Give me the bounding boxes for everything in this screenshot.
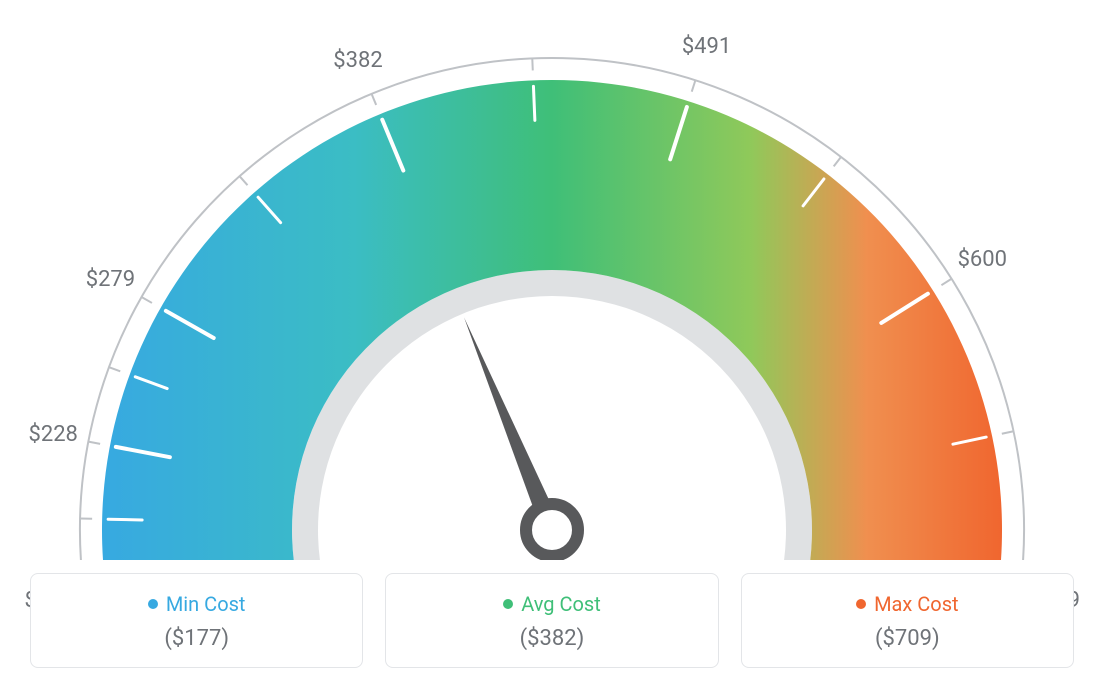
dot-max — [856, 599, 866, 609]
gauge-tick-label: $600 — [958, 247, 1007, 272]
legend-label-wrap: Max Cost — [856, 592, 959, 616]
gauge-tick-label: $279 — [86, 267, 135, 292]
gauge-tick-label: $491 — [682, 34, 731, 59]
legend-value: ($709) — [752, 626, 1063, 651]
legend-label: Min Cost — [166, 592, 246, 616]
legend-row: Min Cost ($177) Avg Cost ($382) Max Cost… — [30, 573, 1074, 668]
legend-value: ($177) — [41, 626, 352, 651]
legend-value: ($382) — [396, 626, 707, 651]
legend-label-wrap: Avg Cost — [503, 592, 601, 616]
dot-min — [148, 599, 158, 609]
dot-avg — [503, 599, 513, 609]
gauge-svg — [0, 0, 1104, 560]
legend-label: Max Cost — [874, 592, 959, 616]
legend-label-wrap: Min Cost — [148, 592, 246, 616]
gauge-tick-label: $382 — [333, 48, 382, 73]
legend-label: Avg Cost — [521, 592, 601, 616]
cost-gauge: $177$228$279$382$491$600$709 — [0, 0, 1104, 560]
legend-card-avg: Avg Cost ($382) — [385, 573, 718, 668]
gauge-tick-label: $228 — [28, 422, 77, 447]
legend-card-max: Max Cost ($709) — [741, 573, 1074, 668]
legend-card-min: Min Cost ($177) — [30, 573, 363, 668]
